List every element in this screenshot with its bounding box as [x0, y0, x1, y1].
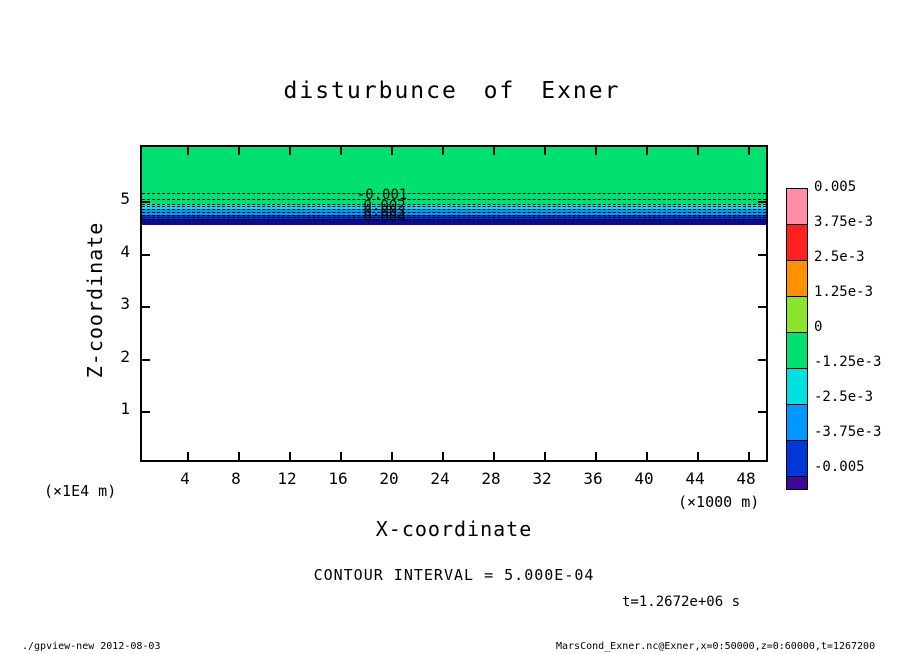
x-tick-label: 12	[277, 469, 297, 488]
plot-canvas: -0.001 0.002 0.003 0.004	[142, 147, 766, 460]
y-axis-label: Z-coordinate	[83, 221, 107, 379]
shade-band	[142, 147, 766, 204]
page-title: disturbunce of Exner	[283, 78, 621, 104]
y-tick-mark	[142, 358, 150, 361]
colorbar-label: 0	[814, 319, 823, 335]
contour-line	[142, 214, 766, 216]
colorbar-label: 3.75e-3	[814, 214, 874, 230]
y-tick-mark	[758, 253, 766, 256]
x-tick-label: 36	[583, 469, 603, 488]
y-tick-mark	[758, 306, 766, 309]
colorbar	[786, 188, 808, 490]
contour-label: 0.003	[363, 203, 406, 220]
colorbar-segment	[787, 189, 807, 224]
colorbar-label: 2.5e-3	[814, 249, 865, 265]
y-tick-mark	[142, 253, 150, 256]
x-tick-mark	[595, 452, 597, 460]
colorbar-segment	[787, 224, 807, 260]
x-tick-mark	[697, 452, 699, 460]
x-tick-label: 8	[231, 469, 241, 488]
colorbar-segment	[787, 440, 807, 476]
x-tick-mark	[697, 147, 699, 155]
y-tick-mark	[142, 306, 150, 309]
x-tick-label: 40	[634, 469, 654, 488]
colorbar-label: 0.005	[814, 179, 857, 195]
contour-line	[142, 192, 766, 194]
x-tick-mark	[340, 147, 342, 155]
x-tick-mark	[544, 452, 546, 460]
shade-band	[142, 219, 766, 225]
y-tick-mark	[142, 411, 150, 414]
x-tick-label: 20	[379, 469, 399, 488]
x-tick-mark	[748, 147, 750, 155]
y-tick-mark	[758, 358, 766, 361]
y-tick-label: 1	[120, 399, 130, 419]
y-tick-mark	[758, 201, 766, 203]
y-axis-unit: (×1E4 m)	[44, 482, 117, 500]
plot-frame: -0.001 0.002 0.003 0.004	[140, 145, 768, 462]
contour-label: 0.002	[363, 197, 406, 214]
contour-line	[142, 198, 766, 200]
colorbar-label: 1.25e-3	[814, 284, 874, 300]
x-tick-mark	[595, 147, 597, 155]
x-tick-label: 48	[736, 469, 756, 488]
footer-command-note: ./gpview-new 2012-08-03	[22, 641, 161, 652]
y-tick-mark	[758, 411, 766, 414]
y-tick-mark	[142, 201, 150, 203]
x-tick-mark	[289, 147, 291, 155]
contour-line	[142, 209, 766, 211]
footer-datasource-note: MarsCond_Exner.nc@Exner,x=0:50000,z=0:60…	[556, 641, 876, 652]
x-tick-mark	[748, 452, 750, 460]
colorbar-segment	[787, 368, 807, 404]
x-tick-label: 24	[430, 469, 450, 488]
contour-interval-note: CONTOUR INTERVAL = 5.000E-04	[313, 566, 595, 584]
contour-line	[142, 212, 766, 214]
x-tick-label: 32	[532, 469, 552, 488]
contour-line	[142, 216, 766, 218]
time-note: t=1.2672e+06 s	[622, 594, 741, 610]
x-tick-mark	[442, 452, 444, 460]
x-axis-label: X-coordinate	[375, 517, 533, 541]
x-tick-mark	[391, 147, 393, 155]
colorbar-label: -3.75e-3	[814, 424, 882, 440]
x-axis-unit: (×1000 m)	[678, 493, 760, 511]
x-tick-label: 16	[328, 469, 348, 488]
colorbar-under-segment	[787, 476, 807, 489]
contour-label: -0.001	[356, 187, 408, 204]
contour-line	[142, 206, 766, 208]
colorbar-label: -1.25e-3	[814, 354, 882, 370]
contour-line	[142, 203, 766, 205]
colorbar-label: -2.5e-3	[814, 389, 874, 405]
x-tick-mark	[646, 452, 648, 460]
x-tick-mark	[442, 147, 444, 155]
x-tick-mark	[646, 147, 648, 155]
x-tick-mark	[187, 452, 189, 460]
colorbar-label: -0.005	[814, 459, 865, 475]
y-tick-label: 5	[120, 189, 130, 208]
x-tick-mark	[340, 452, 342, 460]
x-tick-mark	[289, 452, 291, 460]
contour-line	[142, 219, 766, 221]
x-tick-mark	[391, 452, 393, 460]
colorbar-segment	[787, 260, 807, 296]
x-tick-mark	[493, 147, 495, 155]
x-tick-mark	[493, 452, 495, 460]
x-tick-mark	[187, 147, 189, 155]
colorbar-segment	[787, 296, 807, 332]
colorbar-segment	[787, 404, 807, 440]
x-tick-mark	[544, 147, 546, 155]
x-tick-label: 28	[481, 469, 501, 488]
x-tick-mark	[238, 452, 240, 460]
contour-label: 0.004	[363, 209, 406, 226]
x-tick-mark	[238, 147, 240, 155]
colorbar-segment	[787, 332, 807, 368]
x-tick-label: 44	[685, 469, 705, 488]
x-tick-label: 4	[180, 469, 190, 488]
